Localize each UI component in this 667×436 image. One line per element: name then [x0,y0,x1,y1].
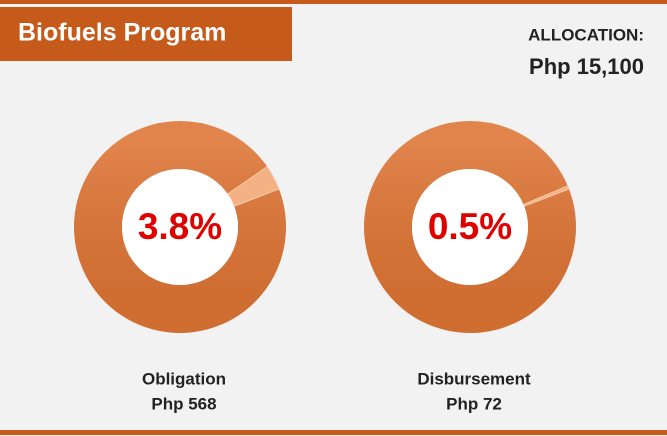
value-label: 3.8% [138,206,222,247]
donut-shade [74,121,286,333]
value-label: 0.5% [428,206,512,247]
donut-label: Obligation [142,369,226,388]
donut-hole [122,169,238,285]
top-rule [0,0,667,4]
title-box [0,7,292,61]
donut-amount: Php 72 [446,394,502,413]
allocation-value: Php 15,100 [529,54,644,79]
allocation-label: ALLOCATION: [528,25,644,44]
donut-label: Disbursement [417,369,531,388]
donut-hole [412,169,528,285]
donut-shade [364,121,576,333]
bottom-rule [0,430,667,435]
donut-amount: Php 568 [151,394,216,413]
title: Biofuels Program [18,19,226,47]
